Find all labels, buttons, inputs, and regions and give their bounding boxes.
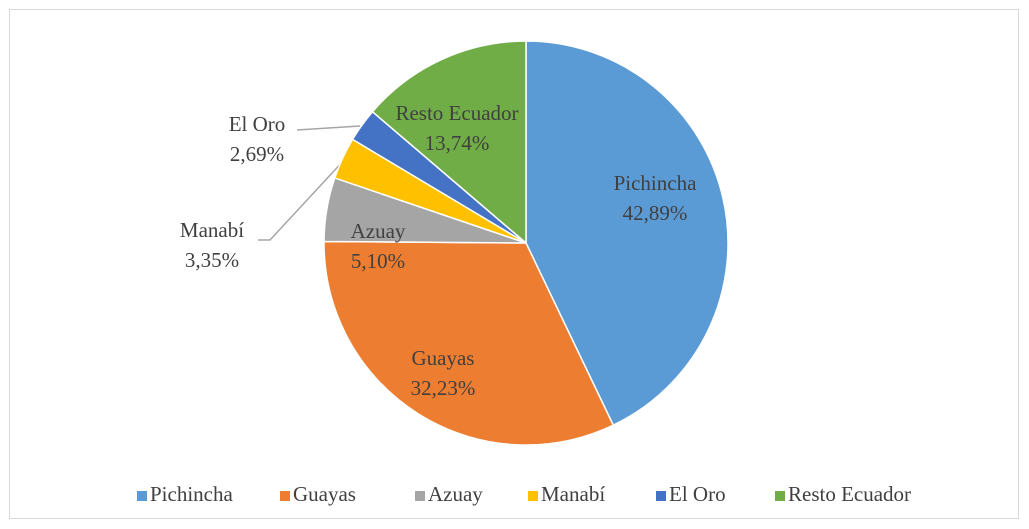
slice-label-name: Resto Ecuador: [395, 101, 518, 125]
slice-label-value: 3,35%: [185, 248, 239, 272]
pie-slice: [371, 40, 527, 245]
slice-label-value: 13,74%: [425, 131, 490, 155]
legend-label: Guayas: [293, 482, 356, 506]
slice-label-value: 5,10%: [351, 249, 405, 273]
legend-label: Azuay: [428, 482, 483, 506]
legend-label: El Oro: [669, 482, 726, 506]
legend-swatch: [775, 491, 785, 501]
legend-swatch: [280, 491, 290, 501]
legend-swatch: [415, 491, 425, 501]
legend-label: Manabí: [541, 482, 605, 506]
legend-label: Pichincha: [150, 482, 233, 506]
leader-line: [296, 125, 361, 131]
slice-label-value: 32,23%: [411, 376, 476, 400]
legend-swatch: [656, 491, 666, 501]
legend-swatch: [528, 491, 538, 501]
pie-slice: [525, 40, 729, 427]
slice-label-value: 2,69%: [230, 142, 284, 166]
legend-swatch: [137, 491, 147, 501]
slice-label-name: Guayas: [412, 346, 475, 370]
pie-slice: [323, 240, 615, 446]
legend-label: Resto Ecuador: [788, 482, 911, 506]
slice-label-value: 42,89%: [623, 201, 688, 225]
slice-label-name: Manabí: [180, 218, 244, 242]
slice-label-name: Azuay: [351, 219, 406, 243]
slice-label-name: Pichincha: [614, 171, 697, 195]
slice-label-name: El Oro: [229, 112, 286, 136]
leader-line: [258, 157, 347, 241]
